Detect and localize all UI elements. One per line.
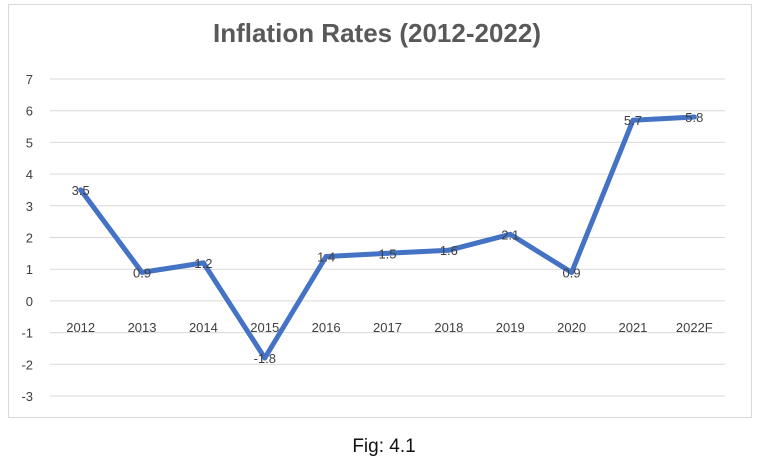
data-point — [200, 260, 206, 266]
y-axis-ticks: 7 6 5 4 3 2 1 0 -1 -2 -3 — [21, 72, 33, 404]
x-tick-label: 2019 — [496, 320, 525, 335]
data-point — [630, 117, 636, 123]
data-point — [691, 114, 697, 120]
y-tick-label: 7 — [26, 72, 33, 87]
data-point — [262, 355, 268, 361]
x-axis-ticks: 2012 2013 2014 2015 2016 2017 2018 2019 2020 2021… — [66, 320, 713, 335]
data-label: 5.7 — [624, 113, 642, 128]
y-tick-label: 3 — [26, 199, 33, 214]
data-point — [507, 231, 513, 237]
data-label: 1.6 — [440, 243, 458, 258]
data-label: -1.8 — [254, 351, 276, 366]
x-tick-label: 2022F — [676, 320, 713, 335]
x-tick-label: 2020 — [557, 320, 586, 335]
y-tick-label: 1 — [26, 262, 33, 277]
y-tick-label: 6 — [26, 104, 33, 119]
x-tick-label: 2013 — [128, 320, 157, 335]
data-point — [139, 269, 145, 275]
figure-caption: Fig: 4.1 — [352, 436, 416, 457]
data-label: 5.8 — [685, 110, 703, 125]
data-point — [323, 254, 329, 260]
gridlines — [50, 78, 725, 397]
x-tick-label: 2014 — [189, 320, 218, 335]
line-chart: Inflation Rates (2012-2022) 7 6 5 4 3 2 1 0 -1 -2… — [21, 18, 725, 404]
data-label: 3.5 — [72, 183, 90, 198]
series-inflation-rate — [78, 114, 697, 361]
chart-title: Inflation Rates (2012-2022) — [213, 18, 541, 48]
x-tick-label: 2018 — [434, 320, 463, 335]
y-tick-label: 5 — [26, 135, 33, 150]
x-tick-label: 2017 — [373, 320, 402, 335]
y-tick-label: 0 — [26, 294, 33, 309]
data-point — [78, 187, 84, 193]
y-tick-label: -1 — [21, 326, 33, 341]
x-tick-label: 2015 — [250, 320, 279, 335]
x-tick-label: 2012 — [66, 320, 95, 335]
data-label: 1.4 — [317, 250, 335, 265]
data-label: 1.5 — [378, 246, 396, 261]
y-tick-label: -2 — [21, 357, 33, 372]
data-label: 2.1 — [501, 227, 519, 242]
x-tick-label: 2016 — [312, 320, 341, 335]
data-label: 0.9 — [563, 265, 581, 280]
x-tick-label: 2021 — [618, 320, 647, 335]
data-point — [446, 247, 452, 253]
data-point — [569, 269, 575, 275]
y-tick-label: -3 — [21, 389, 33, 404]
y-tick-label: 4 — [26, 167, 33, 182]
y-tick-label: 2 — [26, 231, 33, 246]
data-labels: 3.5 0.9 1.2 -1.8 1.4 1.5 1.6 2.1 0.9 5.7 5.8 — [72, 110, 704, 366]
chart-frame — [8, 4, 752, 418]
data-label: 0.9 — [133, 265, 151, 280]
data-label: 1.2 — [194, 256, 212, 271]
data-point — [385, 250, 390, 256]
